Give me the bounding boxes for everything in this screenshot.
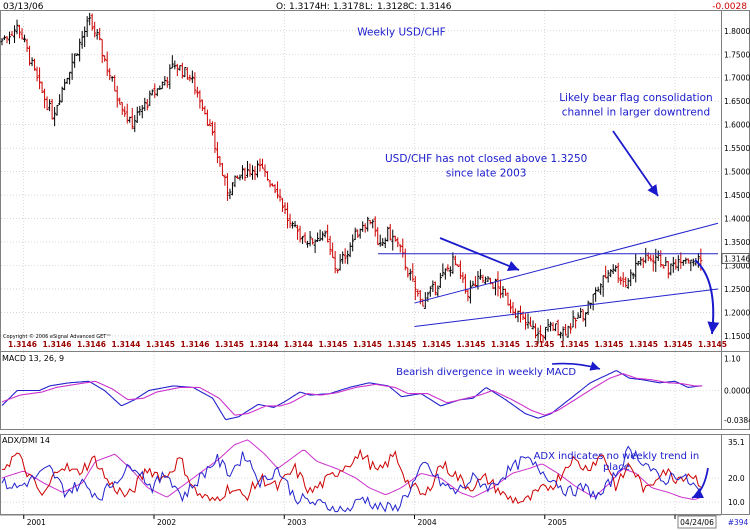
bottom-value-label: 1.3146 (8, 340, 37, 349)
adx-tick-label: 10.0 (728, 498, 745, 507)
copyright-text: Copyright © 2006 eSignal Advanced GET™ (3, 333, 111, 340)
x-tick-label: 2005 (548, 518, 567, 527)
adx-tick-label: 35.1 (728, 438, 745, 447)
channel-upper-line (414, 222, 719, 304)
price-tick-label: 1.3500 (724, 238, 750, 247)
bottom-value-label: 1.3144 (250, 340, 279, 349)
adx-annotation: place (603, 462, 630, 473)
channel-lower-line (414, 288, 719, 328)
adx-panel-frame (0, 434, 722, 515)
price-tick-label: 1.2500 (724, 285, 750, 294)
price-tick-label: 1.7000 (724, 74, 750, 83)
arrow-resistance (439, 237, 520, 271)
bottom-value-label: 1.3145 (664, 340, 693, 349)
price-tick-label: 1.4500 (724, 191, 750, 200)
grid-layer (1, 11, 721, 514)
arrow-channel (612, 130, 659, 197)
adx-line (1, 439, 702, 500)
price-panel-frame (0, 10, 722, 352)
arrow-macd (551, 361, 601, 371)
annotation-text: since late 2003 (446, 167, 527, 179)
price-tick-label: 1.1500 (724, 332, 750, 341)
signal-line (1, 373, 703, 416)
price-tick-label: 1.2000 (724, 308, 750, 317)
header-open-label: O: (276, 2, 286, 12)
arrow-adx (691, 467, 709, 499)
bottom-value-label: 1.3145 (146, 340, 175, 349)
bottom-value-label: 1.3145 (698, 340, 727, 349)
macd-scale-frame (721, 351, 750, 430)
adx-title: ADX/DMI 14 (2, 436, 50, 445)
bottom-value-label: 1.3145 (353, 340, 382, 349)
annotation-text: USD/CHF has not closed above 1.3250 (385, 153, 587, 165)
bottom-value-label: 1.3144 (112, 340, 141, 349)
x-axis: 20012002200320042005200 (0, 514, 721, 527)
bottom-value-label: 1.3145 (629, 340, 658, 349)
bottom-value-label: 1.3145 (422, 340, 451, 349)
bottom-value-label: 1.3145 (595, 340, 624, 349)
macd-annotation: Bearish divergence in weekly MACD (396, 367, 576, 378)
adx-tick-label: 20.0 (728, 474, 745, 483)
x-tick-label: 2004 (418, 518, 437, 527)
last-price-label: 1.3146 (724, 255, 750, 264)
bottom-value-label: 1.3145 (215, 340, 244, 349)
price-scale-frame (721, 10, 750, 352)
price-layer (0, 12, 719, 344)
price-tick-label: 1.10 (724, 354, 741, 363)
x-tick-label: 2003 (287, 518, 306, 527)
macd-line (1, 370, 703, 421)
macd-tick-label: 0.0000 (724, 387, 750, 396)
x-tick-label: 2001 (27, 518, 46, 527)
bottom-value-label: 1.3145 (457, 340, 486, 349)
adx-annotation: ADX indicates no weekly trend in (534, 451, 700, 462)
bottom-value-label: 1.3145 (388, 340, 417, 349)
header-date: 03/13/06 (3, 2, 44, 12)
header-low-label: L: (365, 2, 373, 12)
annotation-text: Weekly USD/CHF (357, 26, 445, 38)
plus-di-line (1, 448, 702, 505)
price-tick-label: 1.5500 (724, 144, 750, 153)
x-tick-label: 2002 (157, 518, 176, 527)
bottom-value-label: 1.3146 (43, 340, 72, 349)
minus-di-line (1, 445, 702, 513)
price-tick-label: 1.6500 (724, 97, 750, 106)
arrow-projection (694, 259, 720, 335)
bottom-value-label: 1.3145 (526, 340, 555, 349)
adx-layer (1, 439, 702, 513)
price-tick-label: 1.3000 (724, 262, 750, 271)
end-date-label: 04/24/06 (680, 518, 714, 527)
price-tick-label: 1.4000 (724, 215, 750, 224)
bottom-value-label: 1.3146 (77, 340, 106, 349)
header-open: 1.3174 (289, 2, 321, 12)
macd-tick-label: -0.0384 (724, 416, 750, 425)
bottom-value-label: 1.3144 (284, 340, 313, 349)
header-close-label: C: (408, 2, 417, 12)
price-tick-label: 1.8000 (724, 27, 750, 36)
annotation-text: Likely bear flag consolidation (559, 92, 712, 104)
price-tick-label: 1.5000 (724, 168, 750, 177)
page-label: #394 (728, 518, 749, 527)
price-tick-label: 1.6000 (724, 121, 750, 130)
bottom-value-label: 1.3145 (560, 340, 589, 349)
price-tick-label: 1.7500 (724, 50, 750, 59)
annotation-layer: Weekly USD/CHF Likely bear flag consolida… (357, 26, 720, 499)
end-date-box (677, 515, 717, 529)
header-high: 1.3178 (333, 2, 365, 12)
annotation-text: channel in larger downtrend (562, 106, 710, 118)
last-price-box (721, 253, 750, 264)
header-close: 1.3146 (420, 2, 452, 12)
bottom-value-label: 1.3146 (181, 340, 210, 349)
bottom-value-label: 1.3145 (491, 340, 520, 349)
header-low: 1.3128 (377, 2, 409, 12)
bottom-value-label: 1.3145 (319, 340, 348, 349)
macd-title: MACD 13, 26, 9 (2, 354, 64, 363)
header-change: -0.0028 (712, 2, 747, 12)
scale-layer: 1.8000 1.7500 1.7000 1.6500 1.6000 1.5500 1.50… (8, 27, 750, 507)
macd-layer (1, 370, 703, 421)
header-high-label: H: (320, 2, 330, 12)
